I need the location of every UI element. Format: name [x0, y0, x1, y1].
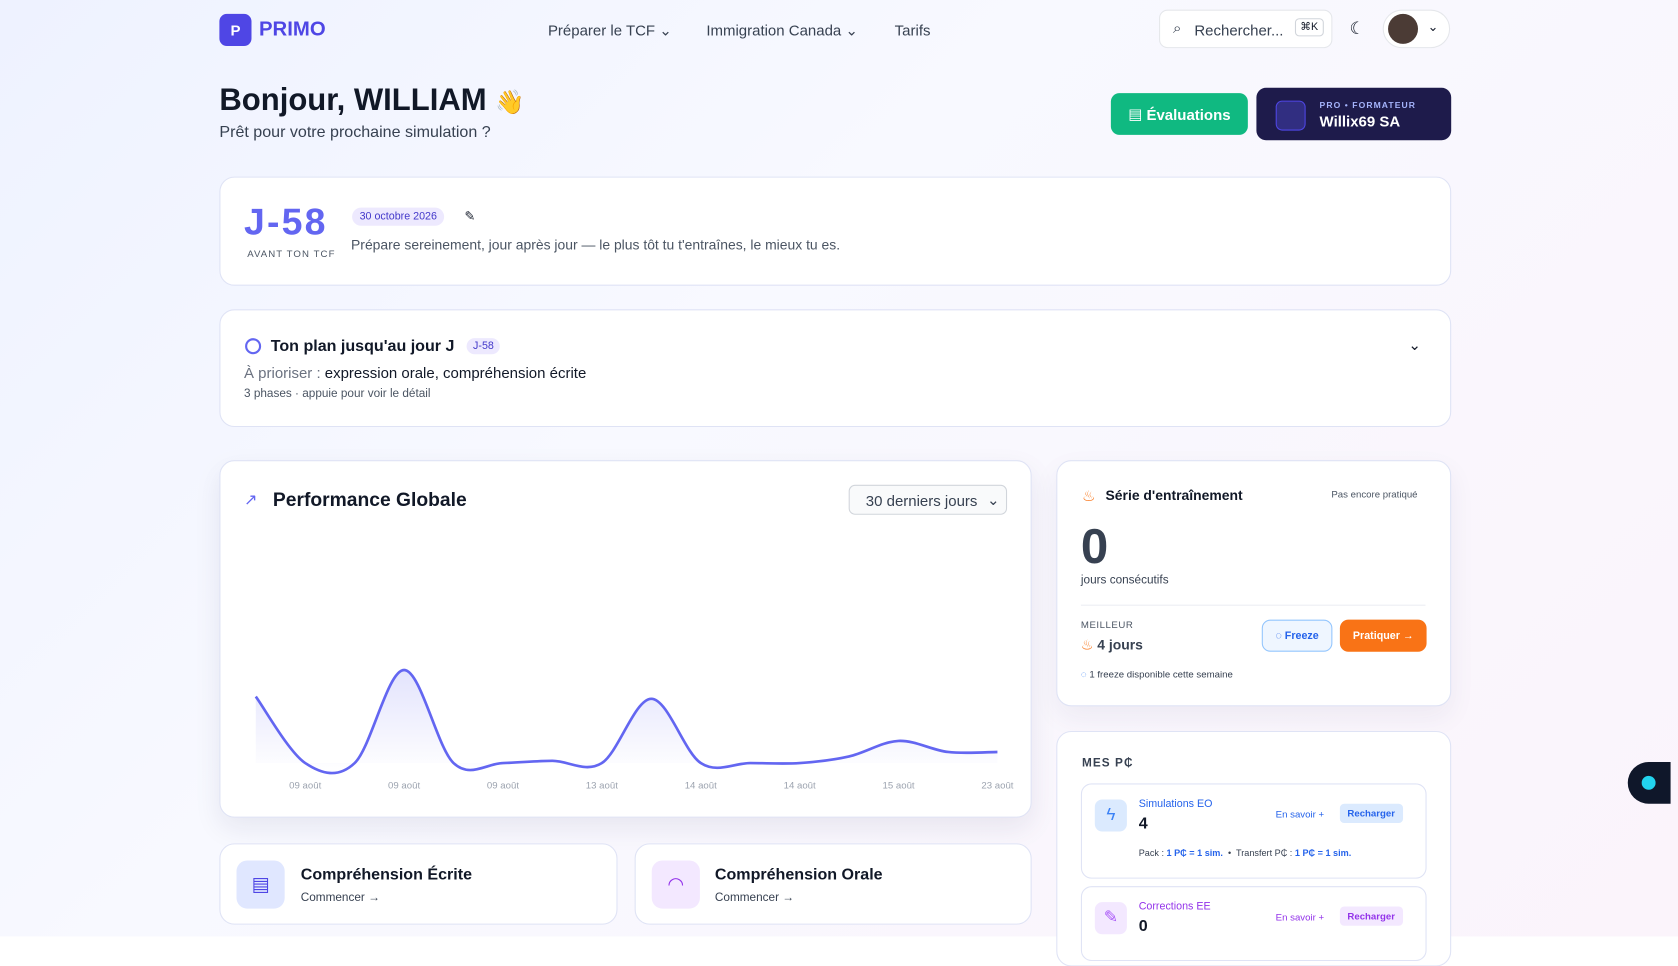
module-title: Compréhension Orale	[714, 865, 883, 884]
priority-label: À prioriser :	[244, 363, 321, 381]
nav-link[interactable]: Préparer le TCF ⌄	[547, 21, 672, 39]
theme-toggle[interactable]: ☾	[1349, 20, 1365, 39]
x-tick-label: 09 août	[289, 781, 321, 792]
x-tick-label: 13 août	[586, 781, 618, 792]
credit-rates: Pack : 1 P₵ = 1 sim. • Transfert P₵ : 1 …	[1138, 847, 1352, 859]
evaluations-button[interactable]: ▤ Évaluations	[1110, 93, 1248, 135]
credit-item: ✎ Corrections EE 0 En savoir + Recharger	[1080, 886, 1427, 962]
edit-icon[interactable]: ✎	[464, 208, 476, 224]
brand[interactable]: PRIMO	[258, 18, 326, 41]
expand-icon[interactable]: ⌄	[1408, 336, 1421, 354]
x-tick-label: 09 août	[487, 781, 519, 792]
plan-priority: À prioriser : expression orale, compréhe…	[244, 364, 586, 381]
area	[255, 670, 998, 774]
chart-title: Performance Globale	[272, 489, 467, 511]
search[interactable]: ⌕ Rechercher... ⌘K	[1159, 9, 1333, 49]
plan-card[interactable]: Ton plan jusqu'au jour J J-58 À priorise…	[219, 309, 1452, 428]
credit-count: 4	[1138, 814, 1148, 833]
recharge-button[interactable]: Recharger	[1339, 906, 1403, 926]
rate-label: Transfert P₵ :	[1236, 847, 1293, 859]
module-card[interactable]: ▤ Compréhension Écrite Commencer →	[219, 843, 618, 925]
emoji: 👋	[495, 88, 525, 116]
shortcut: ⌘K	[1294, 18, 1324, 37]
logo[interactable]: P	[219, 13, 252, 47]
search-placeholder: Rechercher...	[1194, 21, 1284, 39]
x-tick-label: 09 août	[388, 781, 420, 792]
best-value: ♨ 4 jours	[1080, 636, 1143, 653]
nav-link-text: Préparer le TCF	[547, 21, 656, 39]
greeting: Bonjour, WILLIAM 👋	[219, 83, 524, 118]
greeting-text: Bonjour, WILLIAM	[219, 83, 487, 118]
streak-title: Série d'entraînement	[1105, 486, 1243, 503]
priority-text: expression orale, compréhension écrite	[324, 363, 587, 381]
pro-badge[interactable]: PRO • FORMATEUR Willix69 SA	[1256, 87, 1452, 141]
nav-link[interactable]: Tarifs	[894, 21, 931, 39]
rate-value: 1 P₵ = 1 sim.	[1166, 847, 1223, 859]
streak-card: ♨ Série d'entraînement Pas encore pratiq…	[1056, 460, 1452, 707]
credits-title: MES P₵	[1081, 756, 1134, 770]
nav-link[interactable]: Immigration Canada ⌄	[706, 21, 858, 39]
chart: 09 août 09 août 09 août 13 août 14 août 14 ao…	[254, 668, 1014, 792]
x-tick-label: 23 août	[981, 781, 1013, 792]
best-text: 4 jours	[1097, 636, 1143, 653]
x-tick-label: 14 août	[685, 781, 717, 792]
rate-label: Pack :	[1138, 847, 1164, 859]
module-title: Compréhension Écrite	[300, 865, 473, 884]
credit-name: Corrections EE	[1138, 901, 1211, 913]
x-tick-label: 15 août	[882, 781, 914, 792]
countdown-caption: AVANT TON TCF	[247, 248, 336, 259]
pro-label: PRO • FORMATEUR	[1319, 100, 1416, 111]
credit-name: Simulations EO	[1138, 798, 1213, 811]
period-select[interactable]: 30 derniers jours ⌄	[848, 484, 1008, 515]
module-action: Commencer →	[300, 891, 380, 905]
streak-status: Pas encore pratiqué	[1331, 489, 1418, 500]
period-text: 30 derniers jours	[865, 492, 978, 510]
freeze-button[interactable]: ◌ Freeze	[1261, 619, 1333, 652]
subtitle: Prêt pour votre prochaine simulation ?	[219, 123, 491, 142]
countdown-card: J-58 AVANT TON TCF 30 octobre 2026 ✎ Pré…	[219, 176, 1452, 286]
nav-link-text: Immigration Canada	[706, 21, 842, 39]
freeze-note-text: 1 freeze disponible cette semaine	[1089, 668, 1233, 680]
plan-badge: J-58	[466, 338, 501, 355]
countdown-days: J-58	[244, 201, 328, 243]
button-text: Freeze	[1284, 629, 1319, 642]
line	[254, 668, 998, 775]
rate-value: 1 P₵ = 1 sim.	[1294, 847, 1352, 859]
countdown-message: Prépare sereinement, jour après jour — l…	[351, 236, 841, 253]
module-card[interactable]: ◠ Compréhension Orale Commencer →	[634, 843, 1032, 925]
pro-name: Willix69 SA	[1319, 112, 1401, 130]
best-label: MEILLEUR	[1080, 619, 1134, 631]
recharge-button[interactable]: Recharger	[1339, 803, 1403, 823]
plan-title: Ton plan jusqu'au jour J	[270, 337, 455, 356]
practice-button[interactable]: Pratiquer →	[1339, 619, 1427, 652]
avatar-menu[interactable]: ⌄	[1382, 9, 1451, 49]
credit-item: ϟ Simulations EO 4 En savoir + Recharger…	[1080, 783, 1427, 879]
freeze-note: ◌ 1 freeze disponible cette semaine	[1080, 668, 1233, 680]
streak-count: 0	[1080, 517, 1109, 574]
exam-date[interactable]: 30 octobre 2026	[352, 207, 445, 226]
module-action: Commencer →	[714, 891, 795, 905]
learn-more[interactable]: En savoir +	[1275, 911, 1325, 923]
plan-note: 3 phases · appuie pour voir le détail	[244, 387, 431, 401]
credit-count: 0	[1138, 917, 1148, 936]
streak-count-label: jours consécutifs	[1080, 573, 1169, 587]
credits-card: MES P₵ ϟ Simulations EO 4 En savoir + Re…	[1056, 730, 1452, 966]
performance-card: ↗ Performance Globale 30 derniers jours ⌄…	[219, 460, 1032, 818]
button-text: Évaluations	[1146, 105, 1231, 123]
chat-widget[interactable]	[1627, 761, 1671, 804]
learn-more[interactable]: En savoir +	[1275, 809, 1325, 820]
x-tick-label: 14 août	[784, 781, 816, 792]
